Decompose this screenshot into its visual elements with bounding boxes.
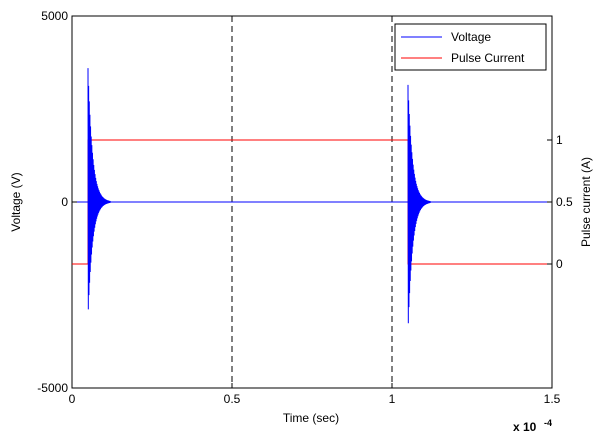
y-left-tick-label: 5000 bbox=[41, 9, 68, 23]
legend-label-voltage: Voltage bbox=[451, 30, 491, 44]
y-right-tick-label: 1 bbox=[556, 133, 563, 147]
x-tick-label: 0 bbox=[69, 392, 76, 406]
y-left-tick-label: -5000 bbox=[37, 381, 68, 395]
x-tick-label: 1 bbox=[389, 392, 396, 406]
y-axis-title-right: Pulse current (A) bbox=[579, 157, 593, 247]
series-line-voltage-transient-0 bbox=[87, 68, 111, 310]
y-right-tick-label: 0.5 bbox=[556, 195, 573, 209]
y-right-tick-label: 0 bbox=[556, 257, 563, 271]
series-layer bbox=[72, 68, 552, 324]
x-multiplier-exponent: -4 bbox=[544, 418, 552, 428]
legend-label-pulse-current: Pulse Current bbox=[451, 51, 525, 65]
legend-box bbox=[394, 23, 547, 71]
series-line-voltage-transient-1 bbox=[407, 84, 431, 324]
y-left-tick-label: 0 bbox=[61, 195, 68, 209]
x-tick-label: 1.5 bbox=[544, 392, 561, 406]
x-axis-title: Time (sec) bbox=[283, 411, 339, 425]
y-axis-title-left: Voltage (V) bbox=[9, 172, 23, 231]
x-tick-label: 0.5 bbox=[224, 392, 241, 406]
legend: Voltage Pulse Current bbox=[394, 23, 547, 71]
x-multiplier-label: x 10 bbox=[513, 420, 537, 434]
series-line-pulse-current bbox=[72, 139, 552, 265]
